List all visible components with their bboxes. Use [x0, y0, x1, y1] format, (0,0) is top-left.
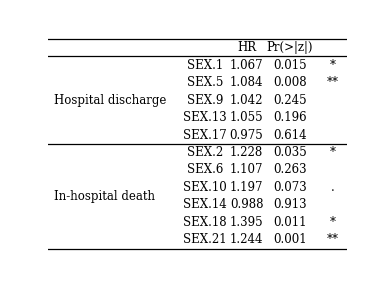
Text: 1.067: 1.067 — [230, 58, 263, 72]
Text: SEX.17: SEX.17 — [183, 129, 227, 142]
Text: 0.614: 0.614 — [273, 129, 306, 142]
Text: SEX.14: SEX.14 — [183, 199, 227, 212]
Text: In-hospital death: In-hospital death — [54, 190, 155, 203]
Text: SEX.9: SEX.9 — [187, 94, 223, 106]
Text: *: * — [330, 216, 336, 229]
Text: 1.228: 1.228 — [230, 146, 263, 159]
Text: 1.107: 1.107 — [230, 163, 263, 176]
Text: 0.263: 0.263 — [273, 163, 306, 176]
Text: SEX.2: SEX.2 — [187, 146, 223, 159]
Text: Hospital discharge: Hospital discharge — [54, 94, 166, 106]
Text: 1.395: 1.395 — [230, 216, 263, 229]
Text: *: * — [330, 146, 336, 159]
Text: 0.073: 0.073 — [273, 181, 307, 194]
Text: 1.084: 1.084 — [230, 76, 263, 89]
Text: 1.042: 1.042 — [230, 94, 263, 106]
Text: SEX.5: SEX.5 — [187, 76, 223, 89]
Text: .: . — [331, 181, 335, 194]
Text: 0.245: 0.245 — [273, 94, 306, 106]
Text: SEX.18: SEX.18 — [183, 216, 227, 229]
Text: 0.913: 0.913 — [273, 199, 306, 212]
Text: 1.244: 1.244 — [230, 233, 263, 246]
Text: 0.011: 0.011 — [273, 216, 306, 229]
Text: 0.035: 0.035 — [273, 146, 307, 159]
Text: **: ** — [327, 233, 339, 246]
Text: *: * — [330, 58, 336, 72]
Text: SEX.13: SEX.13 — [183, 111, 227, 124]
Text: 0.975: 0.975 — [230, 129, 263, 142]
Text: SEX.21: SEX.21 — [183, 233, 227, 246]
Text: 0.001: 0.001 — [273, 233, 306, 246]
Text: 0.196: 0.196 — [273, 111, 306, 124]
Text: 0.988: 0.988 — [230, 199, 263, 212]
Text: 0.015: 0.015 — [273, 58, 306, 72]
Text: SEX.10: SEX.10 — [183, 181, 227, 194]
Text: Pr(>|z|): Pr(>|z|) — [266, 41, 313, 54]
Text: 1.197: 1.197 — [230, 181, 263, 194]
Text: HR: HR — [237, 41, 256, 54]
Text: **: ** — [327, 76, 339, 89]
Text: 1.055: 1.055 — [230, 111, 263, 124]
Text: SEX.1: SEX.1 — [187, 58, 223, 72]
Text: SEX.6: SEX.6 — [187, 163, 223, 176]
Text: 0.008: 0.008 — [273, 76, 306, 89]
